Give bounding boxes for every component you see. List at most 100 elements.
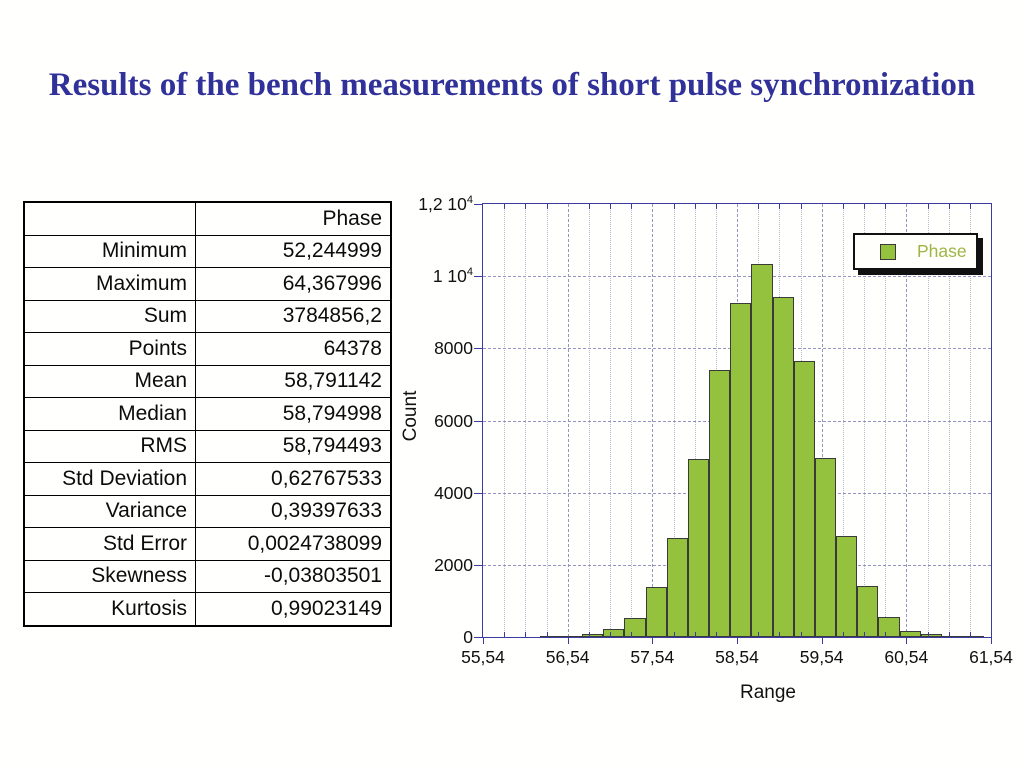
y-tick-label: 0 xyxy=(463,627,473,647)
minor-tick-bottom xyxy=(885,632,887,637)
stats-table-body: Phase Minimum 52,244999 Maximum 64,367996 Sum… xyxy=(23,201,392,626)
minor-tick-top xyxy=(525,204,527,209)
stat-value-cell: 52,244999 xyxy=(195,234,392,268)
histogram-bar xyxy=(730,303,752,637)
table-row: Std Error 0,0024738099 xyxy=(23,527,392,561)
minor-tick-bottom xyxy=(758,632,760,637)
stat-value-cell: 64378 xyxy=(195,332,392,366)
stat-label-cell: Variance xyxy=(23,494,196,528)
x-tick-label: 59,54 xyxy=(799,647,844,667)
x-tick-mark xyxy=(567,637,569,644)
table-row: Minimum 52,244999 xyxy=(23,234,392,268)
stat-value-cell: 0,99023149 xyxy=(195,592,392,626)
stat-value-cell: 0,62767533 xyxy=(195,462,392,496)
stat-label-cell: Std Error xyxy=(23,527,196,561)
stat-label-cell: Mean xyxy=(23,364,196,398)
x-tick-label: 61,54 xyxy=(969,647,1013,667)
histogram-bar xyxy=(560,635,583,638)
x-tick-mark xyxy=(991,637,992,644)
legend-label: Phase xyxy=(917,241,967,261)
minor-tick-top xyxy=(694,204,696,209)
y-tick-label: 2000 xyxy=(434,554,473,575)
minor-tick-bottom xyxy=(927,632,929,637)
table-row: Points 64378 xyxy=(23,332,392,366)
minor-tick-bottom xyxy=(504,632,506,637)
minor-tick-bottom xyxy=(948,632,950,637)
minor-tick-top xyxy=(610,204,611,209)
histogram-bar xyxy=(624,617,646,637)
minor-tick-bottom xyxy=(525,632,527,637)
histogram-bar xyxy=(836,535,858,637)
histogram-bar xyxy=(793,360,815,637)
histogram-bar xyxy=(709,369,731,637)
stat-label-cell: Maximum xyxy=(23,267,196,301)
minor-tick-top xyxy=(969,204,971,209)
y-tick-mark xyxy=(474,564,483,566)
y-tick-label: 1 104 xyxy=(432,266,473,287)
minor-tick-top xyxy=(631,204,633,209)
histogram-bar xyxy=(582,634,604,637)
minor-tick-top xyxy=(800,204,802,209)
major-gridline-h xyxy=(483,276,991,278)
histogram-bar xyxy=(687,459,710,637)
table-row: RMS 58,794493 xyxy=(23,429,392,463)
x-tick-mark xyxy=(652,637,654,644)
table-row: Variance 0,39397633 xyxy=(23,494,392,528)
minor-tick-bottom xyxy=(694,632,696,637)
minor-tick-top xyxy=(588,204,590,209)
x-tick-label: 56,54 xyxy=(545,647,590,667)
y-tick-mark xyxy=(474,492,483,494)
histogram-bar xyxy=(878,616,900,637)
x-tick-mark xyxy=(906,637,908,644)
minor-tick-bottom xyxy=(610,632,611,637)
minor-tick-top xyxy=(927,204,929,209)
x-tick-mark xyxy=(821,637,823,644)
stat-value-cell: 58,791142 xyxy=(195,364,392,398)
y-tick-label: 1,2 104 xyxy=(418,194,473,214)
histogram-bar xyxy=(772,297,794,637)
histogram-bar xyxy=(814,458,837,637)
y-tick-mark xyxy=(474,276,483,278)
minor-tick-bottom xyxy=(969,632,971,637)
y-tick-mark xyxy=(474,348,483,350)
minor-tick-top xyxy=(864,204,865,209)
table-row: Mean 58,791142 xyxy=(23,364,392,398)
phase-histogram-plot: Count Range Phase 0 2000 4000 6000 8000 1 104… xyxy=(400,194,1013,703)
stat-value-cell: 64,367996 xyxy=(195,267,392,301)
legend-swatch-icon xyxy=(880,243,896,260)
exponent: 4 xyxy=(466,266,473,279)
x-tick-label: 55,54 xyxy=(461,647,505,667)
stats-table: Phase Minimum 52,244999 Maximum 64,367996 Sum… xyxy=(23,201,392,627)
x-tick-mark xyxy=(737,637,738,644)
stat-label-cell: Minimum xyxy=(23,234,196,268)
minor-tick-top xyxy=(504,204,506,209)
stat-value-cell: 3784856,2 xyxy=(195,299,392,333)
minor-tick-top xyxy=(546,204,548,209)
header-value-cell: Phase xyxy=(195,201,392,236)
y-tick-label: 6000 xyxy=(434,410,473,431)
minor-tick-bottom xyxy=(842,632,844,637)
stat-label-cell: Points xyxy=(23,332,196,366)
stat-value-cell: 58,794493 xyxy=(195,429,392,463)
minor-tick-bottom xyxy=(864,632,865,637)
histogram-bar xyxy=(899,631,921,637)
minor-tick-bottom xyxy=(715,632,717,637)
minor-tick-top xyxy=(758,204,760,209)
stat-label-cell: RMS xyxy=(23,429,196,463)
table-row: Kurtosis 0,99023149 xyxy=(23,592,392,626)
minor-tick-bottom xyxy=(546,632,548,637)
minor-tick-bottom xyxy=(631,632,633,637)
table-row: Median 58,794998 xyxy=(23,397,392,431)
table-row: Skewness -0,03803501 xyxy=(23,559,392,593)
table-row: Maximum 64,367996 xyxy=(23,267,392,301)
stat-label-cell: Sum xyxy=(23,299,196,333)
x-tick-label: 58,54 xyxy=(715,647,759,667)
minor-tick-top xyxy=(779,204,781,209)
stat-label-cell: Skewness xyxy=(23,559,196,593)
stat-value-cell: 0,0024738099 xyxy=(195,527,392,561)
stat-label-cell: Std Deviation xyxy=(23,462,196,496)
y-tick-mark xyxy=(474,420,483,422)
x-axis-title: Range xyxy=(740,682,796,703)
slide-title: Results of the bench measurements of sho… xyxy=(48,67,976,103)
